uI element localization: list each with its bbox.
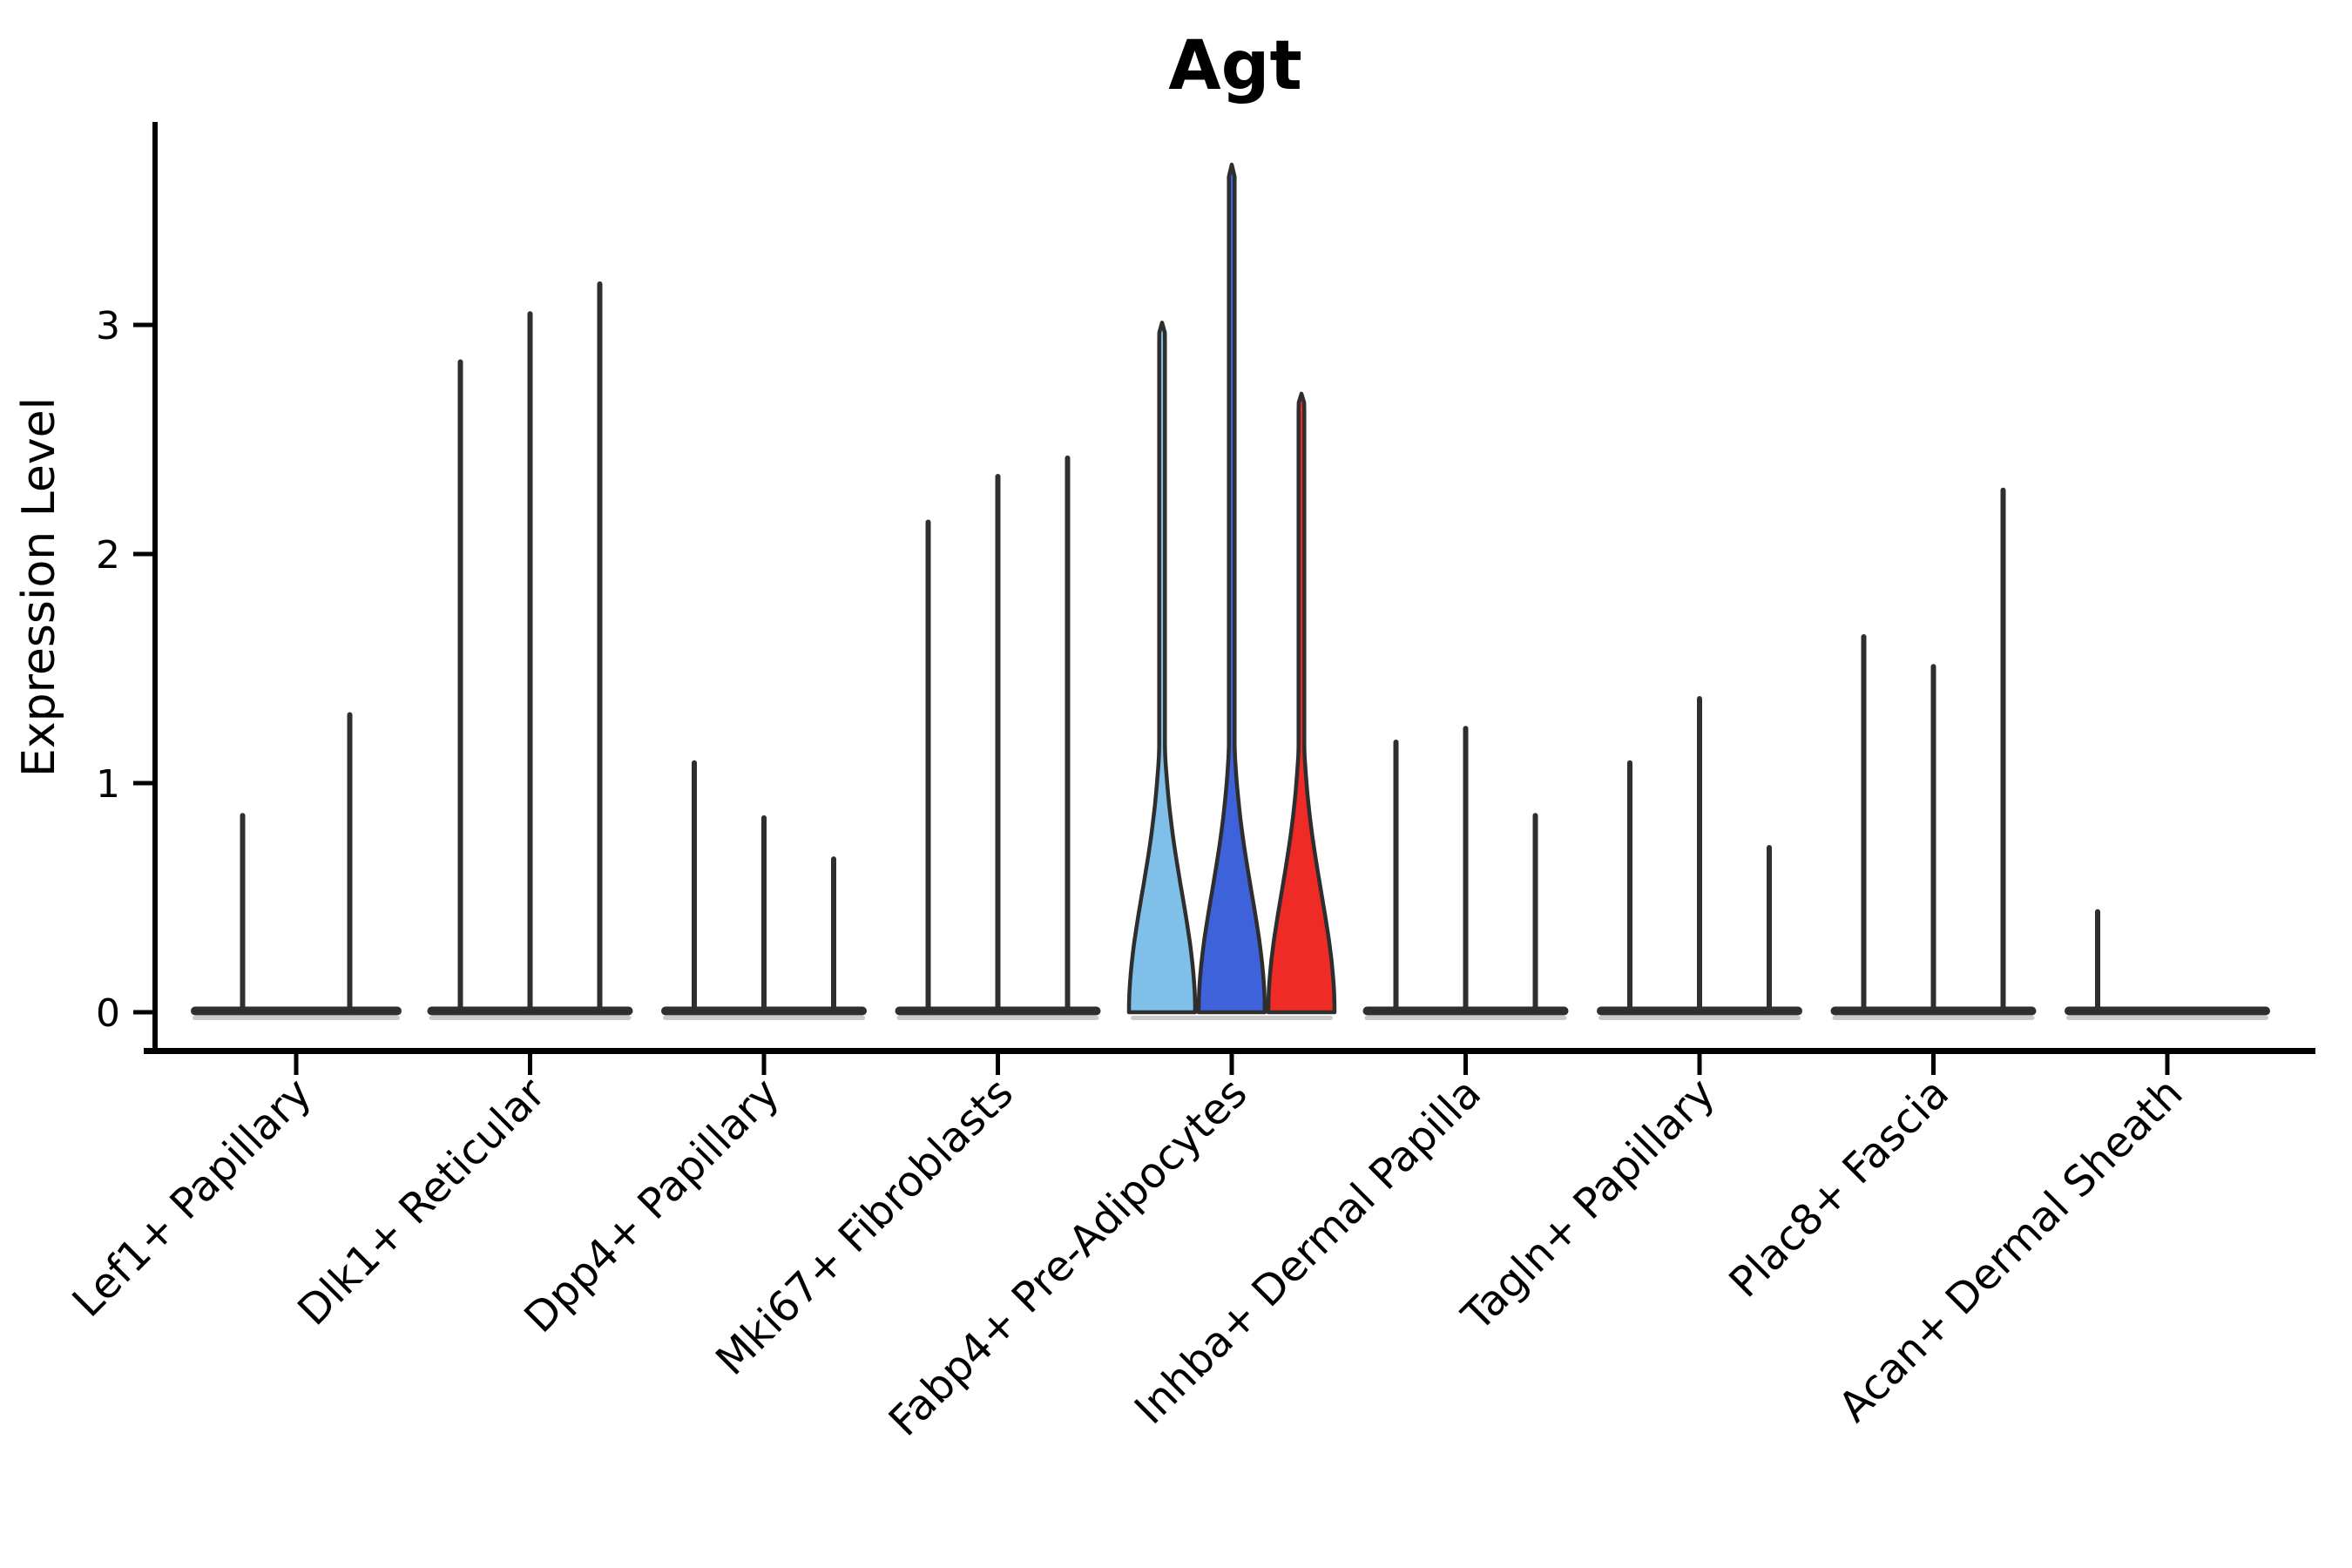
baseline-shadow — [2066, 1016, 2268, 1020]
violin-group — [1362, 726, 1569, 1020]
x-tick-mark — [1463, 1054, 1468, 1075]
chart-title: Agt — [1168, 27, 1302, 105]
violin-spike — [2000, 487, 2006, 1012]
violin-spike — [1767, 845, 1772, 1012]
x-tick-mark — [2165, 1054, 2170, 1075]
violin-group — [1126, 162, 1337, 1020]
y-tick-labels: 0 1 2 3 — [96, 304, 120, 1036]
x-tick-label: Dpp4+ Papillary — [515, 1069, 788, 1342]
y-tick-mark — [133, 1010, 155, 1015]
y-tick-mark — [133, 781, 155, 786]
baseline-shadow — [1131, 1016, 1333, 1020]
x-tick-mark — [1931, 1054, 1936, 1075]
x-tick-label: Plac8+ Fascia — [1720, 1069, 1958, 1308]
x-tick-label: Tagln+ Papillary — [1452, 1069, 1724, 1341]
y-tick-label: 2 — [96, 533, 120, 578]
x-tick-mark — [528, 1054, 532, 1075]
violin-spike — [995, 473, 1001, 1012]
violin-spike — [1930, 664, 1936, 1012]
violin-spike — [1697, 696, 1702, 1012]
violin-group — [1830, 487, 2037, 1020]
violin-spike — [2095, 909, 2100, 1012]
violin — [1196, 162, 1267, 1015]
baseline-shadow — [896, 1016, 1099, 1020]
violin-group — [191, 712, 402, 1020]
axes — [133, 122, 2315, 1075]
x-axis-spine — [144, 1048, 2315, 1054]
violin-group — [661, 760, 867, 1020]
violin-spike — [692, 760, 697, 1012]
violin-spike — [761, 814, 767, 1012]
baseline-shadow — [1598, 1016, 1801, 1020]
violin-spike — [1463, 726, 1469, 1012]
violin-spike — [1064, 455, 1071, 1012]
violin-group — [427, 281, 633, 1020]
y-tick-label: 3 — [96, 304, 120, 348]
x-tick-mark — [294, 1054, 299, 1075]
violin-base — [2065, 1006, 2270, 1016]
y-axis-spine — [152, 122, 158, 1053]
baseline-shadow — [1364, 1016, 1567, 1020]
x-tick-mark — [996, 1054, 1000, 1075]
violin-spike — [831, 856, 836, 1012]
baseline-shadow — [663, 1016, 865, 1020]
violin-spike — [1393, 740, 1399, 1012]
violin-spike — [597, 281, 603, 1012]
violin-group — [1597, 696, 1802, 1020]
x-tick-label: Lef1+ Papillary — [64, 1069, 321, 1327]
violin-spike — [347, 712, 353, 1012]
violin-spike — [457, 359, 463, 1012]
violin-group — [895, 455, 1101, 1020]
violin-spike — [925, 519, 931, 1012]
baseline-shadow — [1832, 1016, 2035, 1020]
violin — [1266, 391, 1337, 1015]
violin-spike — [527, 311, 533, 1013]
y-axis-label: Expression Level — [13, 397, 65, 777]
x-tick-label: Dlk1+ Reticular — [288, 1069, 555, 1335]
violin-spike — [1861, 634, 1867, 1012]
y-tick-label: 0 — [96, 991, 120, 1036]
violin-spike — [1532, 813, 1538, 1012]
baseline-shadow — [193, 1016, 400, 1020]
y-tick-label: 1 — [96, 762, 120, 807]
violins — [191, 162, 2270, 1020]
violin-spike — [1627, 760, 1632, 1012]
x-tick-mark — [1697, 1054, 1702, 1075]
violin-group — [2065, 909, 2270, 1020]
x-tick-mark — [1229, 1054, 1234, 1075]
y-tick-mark — [133, 551, 155, 557]
violin — [1126, 321, 1198, 1015]
violin-base — [191, 1006, 402, 1016]
y-tick-mark — [133, 322, 155, 328]
x-tick-mark — [761, 1054, 767, 1075]
violin-spike — [240, 813, 246, 1012]
baseline-shadow — [429, 1016, 632, 1020]
